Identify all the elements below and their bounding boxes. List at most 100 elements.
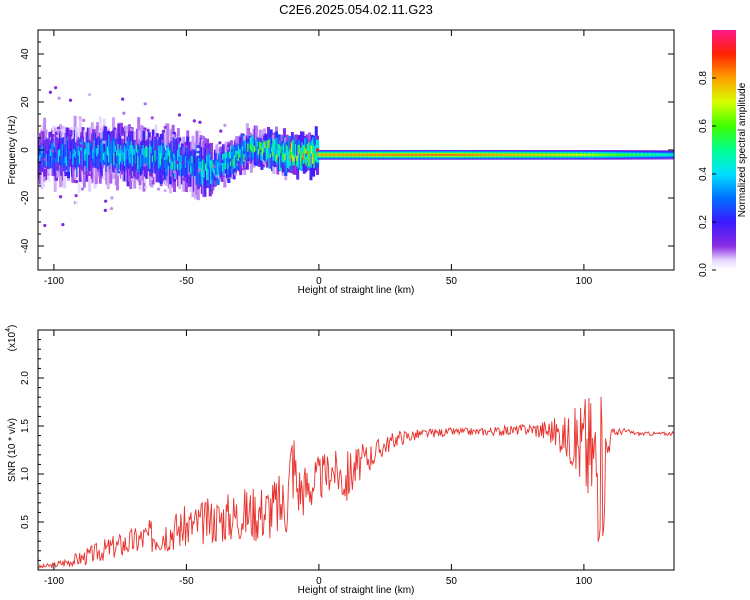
- spectrogram-speckle: [61, 223, 65, 227]
- spectrogram-speckle: [43, 157, 47, 161]
- svg-text:(x104): (x104): [5, 325, 18, 352]
- spectrogram-cell: [672, 153, 674, 156]
- spectrogram-speckle: [74, 201, 78, 205]
- spectrogram-speckle: [58, 195, 63, 199]
- snr-y-tick-label: 1.5: [20, 419, 31, 433]
- spectrogram-speckle: [201, 135, 206, 139]
- spectrogram-speckle: [88, 92, 92, 97]
- spectrogram-x-tick-label: 0: [316, 276, 322, 287]
- colorbar-tick-label: 0.2: [698, 215, 709, 229]
- spectrogram-speckle: [146, 129, 150, 133]
- spectrogram-speckle: [184, 144, 188, 149]
- snr-y-multiplier-exp: 4: [5, 328, 12, 332]
- spectrogram-speckle: [56, 126, 60, 130]
- spectrogram-speckle: [198, 120, 202, 124]
- figure-title: C2E6.2025.054.02.11.G23: [279, 2, 433, 17]
- snr-x-tick-label: -50: [179, 576, 194, 587]
- snr-y-label: SNR (10 * v/v): [7, 418, 18, 482]
- spectrogram-speckle: [161, 139, 165, 143]
- spectrogram-y-tick-label: -40: [20, 238, 31, 253]
- spectrogram-speckle: [121, 135, 125, 139]
- spectrogram-speckle: [78, 116, 82, 120]
- spectrogram-speckle: [181, 161, 185, 165]
- spectrogram-speckle: [144, 185, 148, 190]
- snr-y-tick-label: 1.0: [20, 467, 31, 481]
- spectrogram-speckle: [177, 113, 182, 117]
- colorbar-tick-label: 0.0: [698, 263, 709, 277]
- snr-frame: [37, 329, 675, 571]
- spectrogram-y-label: Frequency (Hz): [7, 116, 18, 185]
- spectrogram-y-tick-label: 40: [20, 48, 31, 60]
- spectrogram-speckle: [161, 129, 165, 133]
- spectrogram-speckle: [151, 166, 155, 170]
- spectrogram-speckle: [103, 208, 107, 212]
- spectrogram-speckle: [197, 130, 201, 134]
- spectrogram-speckle: [56, 130, 60, 134]
- colorbar-ticks: 0.0 0.2 0.4 0.6 0.8: [698, 71, 716, 277]
- spectrogram-speckle: [51, 149, 55, 153]
- snr-y-multiplier: (x104): [5, 325, 18, 352]
- snr-axes: -100 -50 0 50 100 0.5 1.0 1.5 2.0: [20, 330, 674, 587]
- spectrogram-speckle: [196, 152, 200, 157]
- spectrogram-speckle: [172, 170, 176, 174]
- spectrogram-speckle: [122, 111, 126, 115]
- spectrogram-speckle: [109, 206, 114, 211]
- spectrogram-y-tick-label: 0: [20, 147, 31, 153]
- spectrogram-speckle: [225, 146, 230, 151]
- spectrogram-speckle: [149, 177, 154, 181]
- spectrogram-speckle: [197, 168, 201, 172]
- spectrogram-speckle: [143, 127, 147, 131]
- spectrogram-x-label: Height of straight line (km): [298, 285, 415, 296]
- spectrogram-speckle: [204, 145, 208, 149]
- spectrogram-speckle: [121, 97, 125, 101]
- spectrogram-speckle: [129, 128, 134, 132]
- colorbar-tick-label: 0.8: [698, 71, 709, 85]
- spectrogram-speckle: [226, 144, 231, 148]
- spectrogram-speckle: [68, 98, 73, 102]
- spectrogram-speckle: [187, 172, 191, 176]
- snr-y-tick-label: 0.5: [20, 515, 31, 529]
- spectrogram-y-tick-label: -20: [20, 190, 31, 205]
- spectrogram-speckle: [61, 129, 65, 133]
- spectrogram-speckle: [163, 188, 167, 193]
- spectrogram-speckle: [163, 125, 167, 129]
- spectrogram-x-tick-label: 50: [446, 276, 458, 287]
- spectrogram-x-tick-label: 100: [576, 276, 593, 287]
- spectrogram-speckle: [192, 119, 196, 123]
- snr-x-label: Height of straight line (km): [298, 585, 415, 596]
- spectrogram-speckle: [99, 127, 103, 131]
- spectrogram-speckle: [74, 194, 78, 198]
- snr-x-tick-label: -100: [44, 576, 64, 587]
- spectrogram-speckle: [48, 90, 53, 94]
- spectrogram-speckle: [80, 187, 85, 191]
- spectrogram-speckle: [143, 163, 147, 167]
- snr-y-multiplier-base: (x10: [7, 331, 18, 351]
- colorbar-tick-label: 0.6: [698, 119, 709, 133]
- spectrogram-speckle: [181, 150, 185, 154]
- spectrogram-speckle: [51, 134, 55, 138]
- snr-y-tick-label: 2.0: [20, 371, 31, 385]
- spectrogram-speckle: [53, 86, 58, 90]
- spectrogram-speckle: [43, 223, 47, 228]
- spectrogram-speckle: [102, 140, 106, 144]
- snr-panel: -100 -50 0 50 100 0.5 1.0 1.5 2.0 Height of stra…: [5, 325, 675, 596]
- spectrogram-speckle: [150, 116, 154, 120]
- spectrogram-speckle: [219, 129, 223, 133]
- spectrogram-speckle: [218, 141, 222, 145]
- snr-series-line: [38, 396, 674, 569]
- colorbar-gradient: [712, 30, 736, 270]
- spectrogram-x-tick-label: -50: [179, 276, 194, 287]
- colorbar: 0.0 0.2 0.4 0.6 0.8 Normalized spectral ampl…: [698, 30, 748, 277]
- spectrogram-y-tick-label: 20: [20, 96, 31, 108]
- snr-x-tick-label: 0: [316, 576, 322, 587]
- spectrogram-speckle: [156, 187, 161, 191]
- spectrogram-speckle: [57, 96, 61, 100]
- spectrogram-speckle: [175, 160, 179, 165]
- spectrogram-speckle: [110, 196, 114, 200]
- spectrogram-speckle: [74, 180, 79, 184]
- spectrogram-x-tick-label: -100: [44, 276, 64, 287]
- spectrogram-speckle: [143, 102, 147, 106]
- spectrogram-speckle: [212, 165, 217, 169]
- spectrogram-marks: [38, 86, 674, 228]
